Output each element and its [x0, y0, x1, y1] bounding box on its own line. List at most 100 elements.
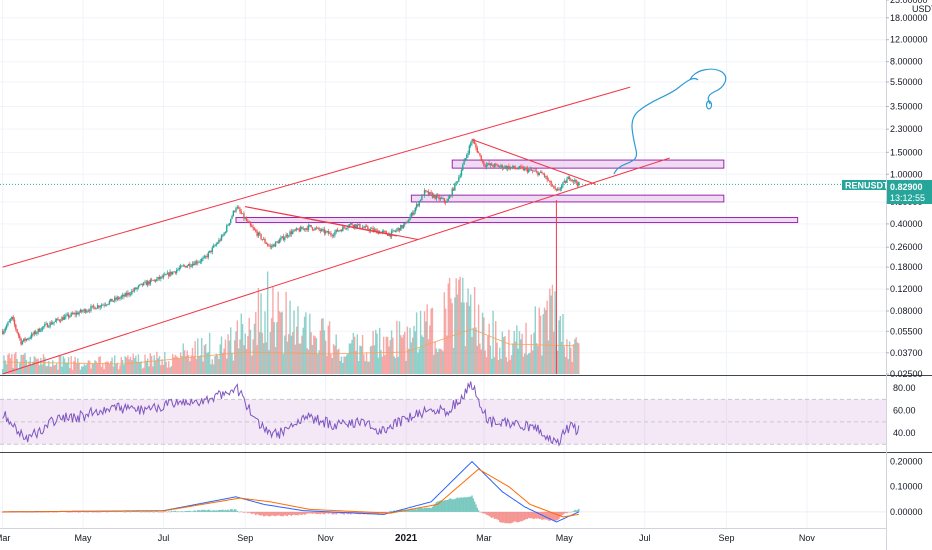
volume-bar: [386, 336, 389, 374]
macd-histogram-bar: [77, 511, 79, 513]
candle-body: [65, 315, 67, 317]
volume-bar: [568, 341, 571, 374]
volume-bar: [33, 356, 35, 374]
macd-histogram-bar: [241, 511, 244, 513]
volume-bar: [439, 348, 442, 374]
volume-bar: [394, 358, 397, 374]
macd-histogram-bar: [210, 510, 212, 512]
candle-body: [405, 222, 407, 224]
volume-bar: [475, 327, 477, 374]
drawings-zones[interactable]: [235, 159, 799, 224]
time-tick-label: Mar: [0, 533, 10, 543]
volume-bar: [224, 339, 227, 374]
volume-bar: [220, 336, 223, 374]
candle-body: [38, 328, 41, 332]
candle-body: [289, 231, 291, 236]
volume-bar: [493, 357, 496, 374]
candle-body: [140, 283, 142, 285]
macd-histogram-bar: [148, 511, 150, 513]
volume-bar: [564, 356, 567, 374]
candle-body: [208, 250, 211, 253]
macd-histogram-bar: [415, 509, 418, 512]
candle-body: [572, 180, 575, 182]
candle-body: [99, 306, 101, 308]
candle-body: [183, 265, 186, 267]
volume-bar: [464, 346, 467, 374]
candle-body: [73, 313, 75, 315]
candle-body: [226, 225, 228, 232]
candle-body: [269, 245, 271, 247]
volume-bar: [50, 366, 53, 374]
volume-bar: [405, 360, 407, 374]
price-candles: [1, 138, 580, 346]
volume-bar: [301, 335, 303, 374]
volume-bar: [141, 368, 144, 374]
candle-body: [59, 320, 62, 322]
candle-body: [62, 317, 64, 320]
candle-body: [319, 229, 322, 231]
candle-body: [251, 225, 253, 228]
volume-bar: [560, 341, 563, 374]
macd-histogram-bar: [550, 511, 552, 520]
macd-histogram-bar: [571, 511, 573, 513]
macd-histogram-bar: [437, 501, 439, 512]
macd-histogram-bar: [330, 511, 332, 514]
macd-histogram-bar: [480, 511, 482, 513]
macd-histogram-bar: [301, 511, 303, 515]
volume-bar: [516, 325, 518, 374]
macd-histogram-bar: [500, 511, 502, 523]
macd-histogram-bar: [405, 509, 407, 512]
candle-body: [498, 166, 501, 168]
drawings-lines[interactable]: [2, 68, 727, 375]
time-axis[interactable]: Mar May Jul Sep Nov 2021 Mar May Jul Sep Nov: [0, 533, 815, 544]
volume-bar: [37, 358, 39, 374]
candle-body: [149, 279, 152, 285]
volume-bar: [343, 356, 345, 374]
candle-body: [121, 294, 124, 297]
macd-histogram-bar: [53, 511, 55, 513]
time-tick-label: Nov: [799, 533, 816, 543]
volume-bar: [131, 360, 133, 374]
volume-bar: [315, 338, 318, 374]
macd-histogram-bar: [137, 511, 140, 512]
candle-body: [551, 185, 554, 187]
macd-histogram-bar: [468, 496, 471, 512]
candle-body: [342, 226, 344, 232]
volume-bar: [274, 347, 277, 374]
candle-body: [429, 192, 431, 195]
candle-body: [95, 308, 97, 310]
candle-body: [431, 193, 434, 198]
candle-body: [71, 313, 74, 315]
candle-body: [30, 333, 33, 338]
price-tick-label: 5.50000: [890, 77, 923, 87]
volume-bar: [485, 357, 488, 374]
candle-body: [278, 239, 281, 244]
candle-body: [94, 306, 96, 310]
volume-bar: [408, 348, 410, 374]
volume-bar: [355, 350, 357, 374]
macd-histogram-bar: [433, 505, 435, 512]
volume-bar: [510, 355, 513, 374]
macd-histogram-bar: [309, 511, 311, 514]
macd-histogram-bar: [294, 511, 297, 516]
macd-histogram-bar: [496, 511, 498, 520]
candle-body: [454, 183, 456, 191]
candle-body: [363, 227, 365, 229]
macd-histogram-bar: [173, 510, 175, 512]
candle-body: [504, 166, 506, 169]
macd-histogram-bar: [143, 511, 145, 512]
candle-body: [381, 231, 384, 232]
candle-body: [447, 198, 449, 201]
volume-bar: [88, 360, 91, 374]
volume-bar: [422, 337, 424, 374]
volume-bar: [330, 354, 332, 374]
volume-bar: [81, 366, 83, 374]
candle-body: [491, 163, 493, 166]
volume-bar: [526, 354, 529, 374]
volume-bar: [502, 337, 505, 374]
volume-bar: [54, 364, 57, 374]
macd-histogram-bar: [323, 511, 326, 515]
macd-histogram-bar: [385, 511, 388, 513]
candle-body: [16, 329, 18, 333]
